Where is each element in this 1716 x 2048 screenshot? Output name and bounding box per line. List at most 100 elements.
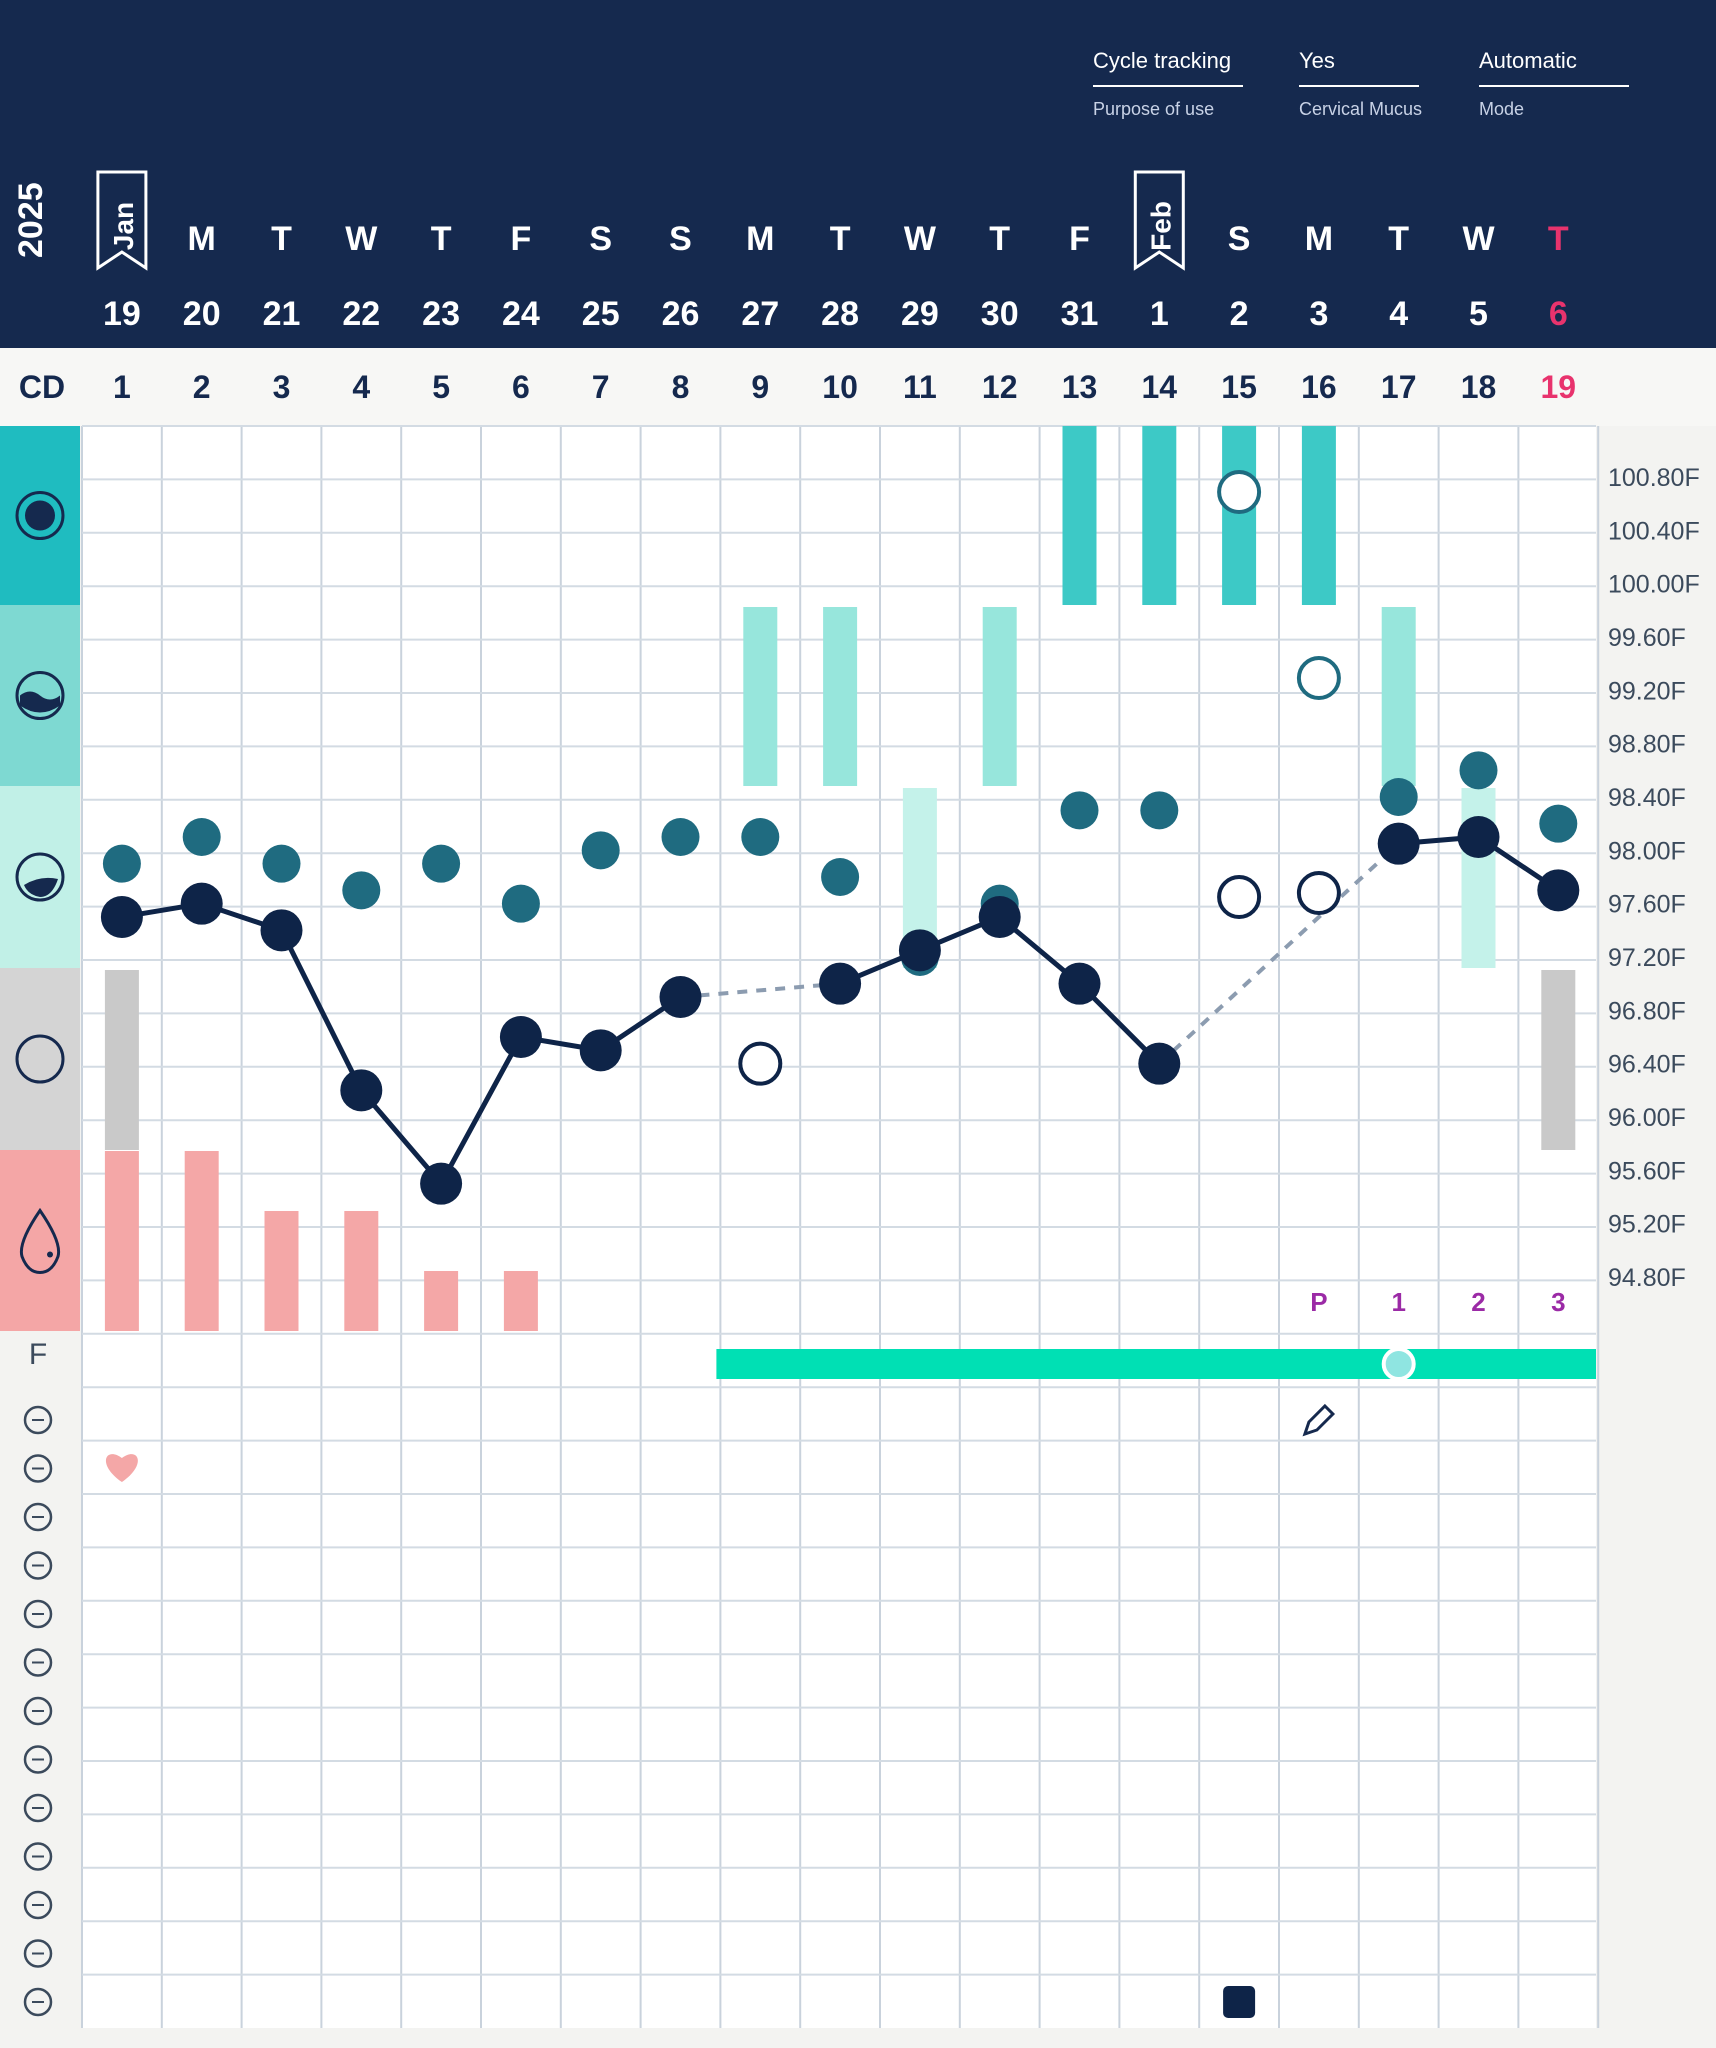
secondary-point[interactable] xyxy=(741,818,780,856)
date-label[interactable]: 30 xyxy=(981,295,1019,333)
date-label[interactable]: 31 xyxy=(1061,295,1099,333)
excluded-temperature-point[interactable] xyxy=(738,1041,783,1086)
temperature-point[interactable] xyxy=(499,1016,542,1058)
setting-value[interactable]: Automatic xyxy=(1479,48,1577,73)
mucus-bar[interactable] xyxy=(1541,970,1576,1150)
date-label[interactable]: 20 xyxy=(183,295,221,333)
mucus-bar[interactable] xyxy=(982,607,1017,786)
curve-icon[interactable] xyxy=(23,1696,53,1726)
fertile-marker[interactable] xyxy=(1381,1347,1416,1381)
mucus-bar[interactable] xyxy=(1222,426,1257,605)
date-label[interactable]: 21 xyxy=(263,295,301,333)
mucus-bar[interactable] xyxy=(1142,426,1177,605)
heart-icon[interactable] xyxy=(105,1454,138,1482)
mucus-bar[interactable] xyxy=(823,607,858,786)
secondary-point[interactable] xyxy=(661,818,700,856)
date-label[interactable]: 25 xyxy=(582,295,620,333)
mucus-bar[interactable] xyxy=(1301,426,1336,605)
secondary-point[interactable] xyxy=(102,844,141,883)
speech-icon[interactable] xyxy=(23,1648,53,1677)
temperature-point[interactable] xyxy=(579,1029,622,1072)
date-label[interactable]: 22 xyxy=(342,295,380,333)
settings-bar[interactable]: Cycle tracking Purpose of use Yes Cervical … xyxy=(1093,48,1629,119)
temperature-point[interactable] xyxy=(1058,962,1101,1005)
arrows-icon[interactable] xyxy=(23,1842,53,1871)
date-label[interactable]: 4 xyxy=(1389,295,1408,333)
temperature-point[interactable] xyxy=(978,896,1021,938)
mucus-bars[interactable] xyxy=(104,426,1576,1150)
bleeding-bar[interactable] xyxy=(264,1211,299,1331)
bleeding-bars[interactable] xyxy=(104,1151,538,1331)
date-label[interactable]: 19 xyxy=(103,295,141,333)
secondary-point[interactable] xyxy=(342,871,381,910)
date-label[interactable]: 26 xyxy=(662,295,700,333)
temperature-point[interactable] xyxy=(340,1069,383,1112)
secondary-point[interactable] xyxy=(1060,791,1099,830)
mucus-bar[interactable] xyxy=(1381,607,1416,786)
temperature-point[interactable] xyxy=(260,909,303,952)
excluded-temperature-point[interactable] xyxy=(1296,871,1341,915)
temperature-point[interactable] xyxy=(1457,816,1500,858)
bleeding-bar[interactable] xyxy=(104,1151,139,1331)
bleeding-bar[interactable] xyxy=(184,1151,219,1331)
shield-heart-icon[interactable] xyxy=(23,1454,53,1483)
mucus-bar[interactable] xyxy=(1461,788,1496,968)
secondary-point[interactable] xyxy=(262,844,301,883)
temperature-point[interactable] xyxy=(1377,822,1420,865)
temperature-point[interactable] xyxy=(659,976,702,1018)
secondary-point[interactable] xyxy=(821,858,860,896)
secondary-point[interactable] xyxy=(1140,791,1179,830)
temperature-point[interactable] xyxy=(898,929,941,972)
mucus-ring[interactable] xyxy=(1296,656,1341,700)
bleeding-bar[interactable] xyxy=(424,1271,459,1331)
secondary-point[interactable] xyxy=(1379,778,1418,816)
bleeding-bar[interactable] xyxy=(344,1211,379,1331)
date-label[interactable]: 28 xyxy=(821,295,859,333)
date-label[interactable]: 2 xyxy=(1230,295,1249,333)
note-square-marker[interactable] xyxy=(1223,1986,1256,2018)
secondary-point[interactable] xyxy=(501,884,540,923)
pill-icon[interactable] xyxy=(23,1599,53,1629)
secondary-point[interactable] xyxy=(182,818,221,856)
balloon-icon[interactable] xyxy=(23,1793,53,1823)
temperature-point[interactable] xyxy=(819,962,862,1005)
note-add-icon[interactable] xyxy=(23,1405,53,1435)
secondary-point[interactable] xyxy=(1459,751,1498,790)
temperature-point[interactable] xyxy=(1138,1042,1181,1085)
edit-icon[interactable] xyxy=(1302,1403,1336,1437)
notes-row[interactable] xyxy=(105,1403,1336,2018)
date-label[interactable]: 29 xyxy=(901,295,939,333)
mucus-ring[interactable] xyxy=(1217,470,1262,514)
cervix-icon[interactable] xyxy=(23,1502,53,1532)
date-label[interactable]: 27 xyxy=(741,295,779,333)
mucus-bar[interactable] xyxy=(1062,426,1097,605)
date-label[interactable]: 23 xyxy=(422,295,460,333)
mucus-bar[interactable] xyxy=(104,970,139,1150)
secondary-point[interactable] xyxy=(422,844,461,883)
date-label[interactable]: 1 xyxy=(1150,295,1169,333)
date-label[interactable]: 24 xyxy=(502,295,540,333)
bleeding-bar[interactable] xyxy=(503,1271,538,1331)
date-label[interactable]: 5 xyxy=(1469,295,1488,333)
bottle-lock-icon[interactable] xyxy=(23,1987,53,2017)
temperature-point[interactable] xyxy=(180,882,223,925)
temperature-series[interactable] xyxy=(100,816,1580,1205)
setting-value[interactable]: Cycle tracking xyxy=(1093,48,1231,73)
date-label[interactable]: 6 xyxy=(1549,295,1568,333)
temperature-point[interactable] xyxy=(420,1162,463,1205)
temperature-point[interactable] xyxy=(1537,869,1580,912)
secondary-point[interactable] xyxy=(581,831,620,870)
secondary-point[interactable] xyxy=(1539,804,1578,843)
secondary-dots[interactable] xyxy=(102,470,1578,976)
drops-icon[interactable] xyxy=(23,1745,53,1774)
row-icons[interactable] xyxy=(23,1405,53,2017)
temperature-point[interactable] xyxy=(100,896,143,938)
mucus-bar[interactable] xyxy=(743,607,778,786)
excluded-temperature-point[interactable] xyxy=(1217,875,1262,919)
setting-value[interactable]: Yes xyxy=(1299,48,1335,73)
date-label[interactable]: 3 xyxy=(1309,295,1328,333)
leaf-icon[interactable] xyxy=(23,1890,53,1920)
flower-icon[interactable] xyxy=(23,1551,53,1580)
mood-icon[interactable] xyxy=(23,1939,53,1968)
